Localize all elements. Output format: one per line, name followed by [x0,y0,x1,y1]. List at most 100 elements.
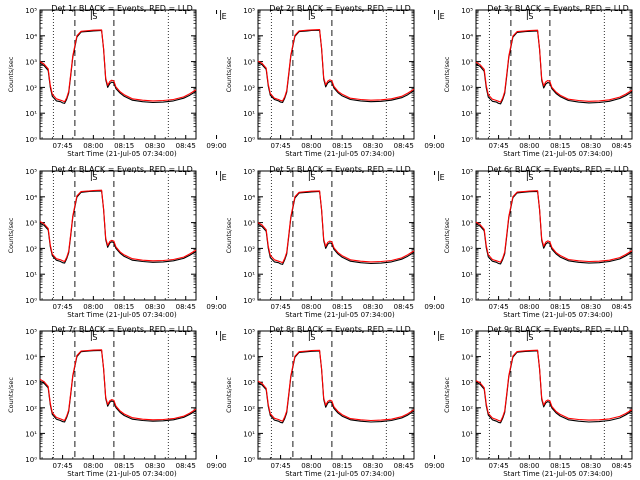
y-tick-label: 10¹ [243,430,255,438]
x-tick-label: 08:00 [83,303,103,311]
y-tick-label: 10² [243,405,255,413]
y-tick-label: 10⁵ [461,328,473,336]
y-axis-label: Counts/sec [7,217,15,253]
x-tick-label: 08:30 [581,142,601,150]
y-tick-label: 10² [243,84,255,92]
y-axis-label: Counts/sec [225,217,233,253]
y-tick-label: 10⁴ [243,354,255,362]
y-tick-label: 10³ [243,59,255,67]
y-tick-label: 10¹ [243,110,255,118]
y-tick-label: 10⁵ [25,7,37,15]
series-line-events [475,30,633,105]
x-tick-label: 08:00 [301,462,321,470]
y-tick-label: 10² [25,405,37,413]
x-tick-label: 08:15 [332,303,352,311]
x-axis-label: Start Time (21-Jul-05 07:34:00) [285,470,395,478]
series-line-events [257,29,415,104]
x-tick-label: 08:15 [114,142,134,150]
plot-frame [39,9,197,140]
x-tick-label: 08:00 [301,303,321,311]
chart-panel-7: Det 7r BLACK = Events, RED = LLD 10⁰ 10¹ 10… [7,325,227,478]
marker-label-e: E [440,12,445,21]
y-axis-label: Counts/sec [443,217,451,253]
x-tick-label: 08:30 [145,142,165,150]
series-line-lld [475,190,633,263]
marker-label-e: E [222,12,227,21]
y-tick-label: 10² [25,84,37,92]
y-tick-label: 10⁴ [25,194,37,202]
y-tick-label: 10⁰ [25,136,37,144]
x-tick-label: 08:00 [83,142,103,150]
chart-title: Det 6r BLACK = Events, RED = LLD [487,165,629,174]
plot-frame [257,170,415,301]
x-tick-label: 08:00 [519,142,539,150]
y-tick-label: 10⁰ [243,136,255,144]
y-tick-label: 10³ [25,379,37,387]
x-tick-label: 08:30 [145,462,165,470]
series-line-events [39,349,197,423]
y-axis-label: Counts/sec [225,377,233,413]
x-tick-label: 08:15 [332,142,352,150]
y-axis-label: Counts/sec [443,377,451,413]
marker-label-s: S [92,12,97,21]
y-tick-label: 10⁴ [243,194,255,202]
y-tick-label: 10¹ [25,110,37,118]
y-tick-label: 10² [461,405,473,413]
x-tick-label: 08:00 [83,462,103,470]
y-tick-label: 10⁰ [461,297,473,305]
y-tick-label: 10¹ [461,110,473,118]
y-axis-label: Counts/sec [443,56,451,92]
marker-label-s: S [310,173,315,182]
y-tick-label: 10³ [243,220,255,228]
chart-title: Det 1r BLACK = Events, RED = LLD [51,4,193,13]
x-axis-label: Start Time (21-Jul-05 07:34:00) [67,311,177,319]
y-tick-label: 10² [461,245,473,253]
plot-frame [39,170,197,301]
y-tick-label: 10⁵ [461,7,473,15]
plot-frame [39,330,197,460]
chart-title: Det 7r BLACK = Events, RED = LLD [51,325,193,334]
y-tick-label: 10⁴ [461,354,473,362]
marker-label-s: S [310,333,315,342]
x-tick-label: 08:30 [145,303,165,311]
chart-title: Det 4r BLACK = Events, RED = LLD [51,165,193,174]
x-tick-label: 09:00 [424,462,444,470]
series-line-lld [257,349,415,422]
chart-panel-5: Det 5r BLACK = Events, RED = LLD 10⁰ 10¹ 10… [225,165,445,319]
series-line-events [475,190,633,265]
x-tick-label: 08:45 [176,303,196,311]
y-tick-label: 10⁵ [25,328,37,336]
y-tick-label: 10¹ [461,430,473,438]
y-tick-label: 10² [461,84,473,92]
series-line-events [257,350,415,424]
x-tick-label: 08:45 [612,142,632,150]
marker-label-e: E [440,333,445,342]
y-tick-label: 10³ [25,220,37,228]
y-tick-label: 10³ [25,59,37,67]
series-line-lld [257,28,415,102]
chart-panel-2: Det 2r BLACK = Events, RED = LLD 10⁰ 10¹ 10… [225,4,445,158]
y-tick-label: 10⁵ [25,168,37,176]
chart-title: Det 3r BLACK = Events, RED = LLD [487,4,629,13]
chart-panel-6: Det 6r BLACK = Events, RED = LLD 10⁰ 10¹ 10… [443,165,633,319]
chart-panel-3: Det 3r BLACK = Events, RED = LLD 10⁰ 10¹ 10… [443,4,633,158]
plot-frame [257,9,415,140]
chart-panel-4: Det 4r BLACK = Events, RED = LLD 10⁰ 10¹ 10… [7,165,227,319]
y-tick-label: 10⁰ [461,136,473,144]
x-axis-label: Start Time (21-Jul-05 07:34:00) [67,470,177,478]
series-line-lld [475,29,633,103]
chart-panel-9: Det 9r BLACK = Events, RED = LLD 10⁰ 10¹ 10… [443,325,633,478]
x-tick-label: 08:30 [363,303,383,311]
series-line-lld [475,349,633,422]
x-tick-label: 07:45 [488,303,508,311]
x-tick-label: 08:45 [176,462,196,470]
y-tick-label: 10¹ [243,271,255,279]
y-tick-label: 10⁴ [461,194,473,202]
y-tick-label: 10¹ [25,430,37,438]
y-tick-label: 10³ [461,220,473,228]
y-tick-label: 10⁵ [243,328,255,336]
series-line-events [257,190,415,265]
chart-title: Det 8r BLACK = Events, RED = LLD [269,325,411,334]
plot-frame [257,330,415,460]
